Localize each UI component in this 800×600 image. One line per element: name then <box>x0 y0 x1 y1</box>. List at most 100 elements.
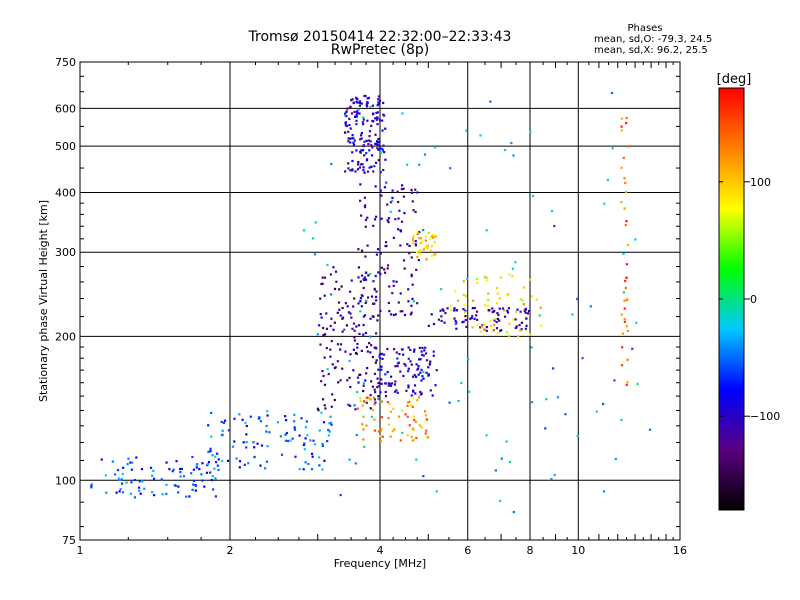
data-point <box>380 416 384 419</box>
y-tick-label: 400 <box>55 186 76 199</box>
data-point <box>367 139 370 142</box>
data-point <box>406 434 409 437</box>
data-point <box>253 455 256 459</box>
data-point <box>111 460 114 463</box>
data-point <box>386 267 389 270</box>
data-point <box>253 446 256 449</box>
data-point <box>422 228 425 232</box>
data-point <box>383 271 387 274</box>
data-point <box>317 409 320 412</box>
data-point <box>411 241 415 244</box>
data-point <box>345 114 348 118</box>
data-point <box>434 235 437 238</box>
data-point <box>350 279 353 282</box>
data-point <box>620 129 623 132</box>
data-point <box>386 203 389 206</box>
data-point <box>331 363 334 366</box>
data-point <box>491 307 494 310</box>
data-point <box>191 488 194 491</box>
data-point <box>425 418 428 421</box>
data-point <box>455 309 459 312</box>
data-point <box>285 431 289 435</box>
data-point <box>414 375 418 378</box>
data-point <box>454 290 457 293</box>
data-point <box>138 480 141 483</box>
data-point <box>212 488 215 491</box>
data-point <box>318 464 321 467</box>
data-point <box>359 151 362 154</box>
data-point <box>298 434 301 437</box>
data-point <box>635 321 638 324</box>
data-point <box>378 385 381 388</box>
data-point <box>362 315 365 318</box>
data-point <box>323 404 326 407</box>
data-point <box>589 305 592 308</box>
data-point <box>636 382 639 386</box>
data-point <box>431 394 434 397</box>
data-point <box>245 440 248 444</box>
data-point <box>495 320 498 324</box>
data-point <box>426 436 430 439</box>
data-point <box>625 276 628 279</box>
data-point <box>347 403 350 406</box>
data-point <box>374 361 377 364</box>
data-point <box>624 181 627 185</box>
data-point <box>648 428 652 431</box>
data-point <box>432 234 436 237</box>
data-point <box>318 456 321 459</box>
data-point <box>120 478 123 481</box>
data-point <box>525 324 528 327</box>
data-point <box>362 149 365 152</box>
y-tick-label: 600 <box>55 102 76 115</box>
data-point <box>399 310 402 313</box>
data-point <box>530 295 533 298</box>
data-point <box>524 327 527 330</box>
data-point <box>621 346 624 349</box>
data-point <box>423 410 427 413</box>
data-point <box>364 301 367 305</box>
data-point <box>494 469 497 472</box>
data-point <box>391 189 394 192</box>
data-point <box>362 278 365 281</box>
data-point <box>425 244 428 247</box>
data-point <box>379 252 382 255</box>
data-point <box>320 380 323 383</box>
data-point <box>171 470 174 473</box>
data-point <box>620 125 623 128</box>
data-point <box>418 252 422 255</box>
data-point <box>355 433 358 437</box>
data-point <box>359 397 362 400</box>
data-point <box>379 189 382 192</box>
data-point <box>323 383 327 386</box>
data-point <box>195 464 198 467</box>
data-point <box>356 376 360 379</box>
data-point <box>323 459 326 462</box>
data-point <box>213 467 216 470</box>
data-point <box>320 316 323 319</box>
data-point <box>412 233 415 237</box>
data-point <box>129 492 132 495</box>
data-point <box>389 435 392 438</box>
data-point <box>386 347 389 351</box>
data-point <box>407 386 410 389</box>
data-point <box>259 464 262 467</box>
data-point <box>401 184 404 187</box>
data-point <box>374 274 377 278</box>
data-point <box>298 467 301 471</box>
data-point <box>387 301 390 305</box>
data-point <box>498 307 501 310</box>
data-point <box>449 167 452 170</box>
data-point <box>131 461 134 464</box>
data-point <box>487 292 490 295</box>
data-point <box>168 468 171 471</box>
data-point <box>463 311 467 314</box>
data-point <box>302 229 306 232</box>
data-point <box>372 170 375 173</box>
data-point <box>431 236 435 239</box>
data-point <box>387 417 390 420</box>
data-point <box>221 429 224 432</box>
data-point <box>420 368 423 371</box>
data-point <box>422 377 425 380</box>
data-point <box>369 398 372 401</box>
data-point <box>359 310 362 313</box>
